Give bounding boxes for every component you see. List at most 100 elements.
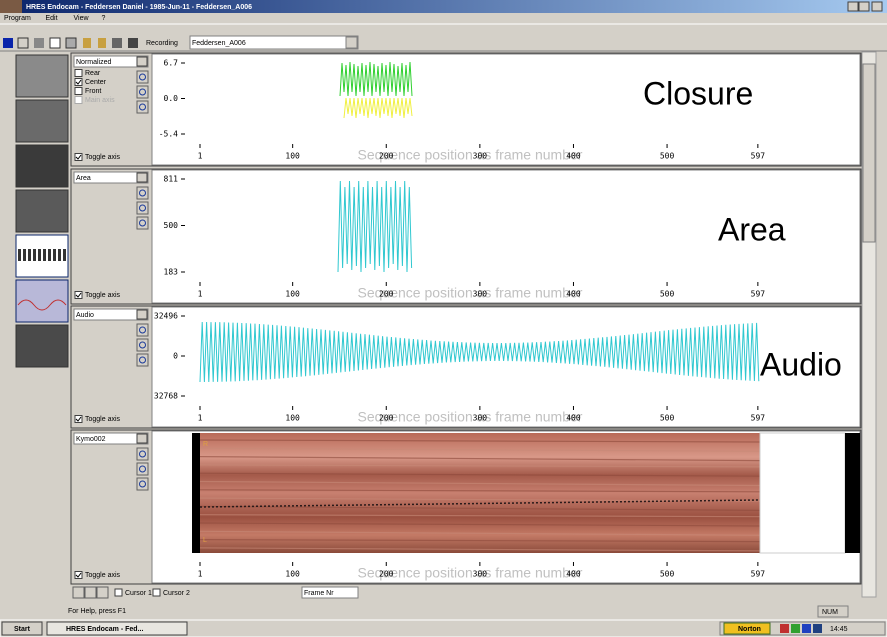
start-button[interactable] bbox=[1, 621, 43, 636]
dropdown-arrow[interactable] bbox=[136, 309, 148, 320]
checkbox[interactable] bbox=[74, 415, 83, 423]
tool-icon[interactable] bbox=[112, 38, 122, 48]
thumbnail[interactable] bbox=[15, 144, 69, 188]
dropdown-arrow[interactable] bbox=[136, 433, 148, 444]
zoom-button[interactable] bbox=[136, 338, 149, 352]
minimize-button[interactable] bbox=[847, 1, 859, 12]
y-label: -5.4 bbox=[159, 130, 178, 139]
mode-select[interactable] bbox=[73, 171, 149, 184]
zoom-button[interactable] bbox=[136, 447, 149, 461]
tool-icon[interactable] bbox=[128, 38, 138, 48]
zoom-button[interactable] bbox=[136, 186, 149, 200]
tray-icon[interactable] bbox=[780, 624, 789, 633]
toggle-label: Toggle axis bbox=[85, 154, 121, 161]
y-label: 811 bbox=[164, 175, 179, 184]
y-label: R bbox=[203, 441, 208, 448]
y-label: 0 bbox=[173, 352, 178, 361]
tray-icon[interactable] bbox=[813, 624, 822, 633]
checkbox[interactable] bbox=[114, 588, 123, 597]
x-label: 400 bbox=[566, 414, 581, 423]
zoom-button[interactable] bbox=[136, 85, 149, 99]
zoom-button[interactable] bbox=[136, 100, 149, 114]
kymo-stripe bbox=[199, 439, 761, 443]
x-label: 300 bbox=[473, 152, 488, 161]
zoom-button[interactable] bbox=[136, 477, 149, 491]
checkbox[interactable] bbox=[74, 78, 83, 86]
menu-item[interactable]: ? bbox=[102, 15, 106, 22]
check-mark bbox=[75, 416, 82, 422]
thumbnail[interactable] bbox=[15, 99, 69, 143]
kymo-stripe bbox=[199, 497, 761, 502]
checkbox[interactable] bbox=[74, 291, 83, 299]
recording-value: Feddersen_A006 bbox=[192, 40, 246, 47]
thumbnail[interactable] bbox=[15, 189, 69, 233]
close-button[interactable] bbox=[871, 1, 883, 12]
menu-item[interactable]: Program bbox=[4, 15, 31, 22]
kymo-stripe bbox=[199, 538, 761, 543]
tray-icon[interactable] bbox=[802, 624, 811, 633]
x-label: 200 bbox=[379, 570, 394, 579]
window-buttons[interactable] bbox=[847, 1, 883, 12]
zoom-icon bbox=[139, 73, 146, 81]
tool-icon[interactable] bbox=[17, 37, 29, 49]
zoom-button[interactable] bbox=[72, 586, 85, 599]
y-label: L bbox=[203, 537, 207, 544]
mode-select[interactable] bbox=[73, 308, 149, 321]
status-num: NUM bbox=[822, 609, 838, 616]
menu-item[interactable]: View bbox=[74, 15, 90, 22]
checkbox[interactable] bbox=[74, 87, 83, 95]
x-label: 597 bbox=[751, 570, 766, 579]
zoom-icon bbox=[139, 88, 146, 96]
x-label: 1 bbox=[198, 414, 203, 423]
kymo-border bbox=[845, 433, 860, 553]
zoom-button[interactable] bbox=[136, 201, 149, 215]
window-title: HRES Endocam - Feddersen Daniel - 1985-J… bbox=[26, 4, 252, 11]
zoom-icon bbox=[139, 219, 146, 227]
tool-icon[interactable] bbox=[98, 38, 106, 48]
scroll-thumb[interactable] bbox=[862, 63, 876, 243]
menu-item[interactable]: Edit bbox=[46, 15, 58, 22]
norton-badge[interactable] bbox=[723, 622, 771, 635]
thumbnail[interactable] bbox=[15, 279, 69, 323]
toggle-label: Toggle axis bbox=[85, 292, 121, 299]
checkbox[interactable] bbox=[152, 588, 161, 597]
kymo-stripe bbox=[199, 522, 761, 527]
waveform bbox=[339, 61, 413, 97]
waveform bbox=[343, 97, 413, 119]
thumbnail-detail bbox=[58, 249, 61, 261]
tool-icon[interactable] bbox=[34, 38, 44, 48]
checkbox[interactable] bbox=[74, 571, 83, 579]
tray-icon[interactable] bbox=[791, 624, 800, 633]
mode-select[interactable] bbox=[73, 432, 149, 445]
tool-icon[interactable] bbox=[3, 38, 13, 48]
tool-icon[interactable] bbox=[65, 37, 77, 49]
thumbnail[interactable] bbox=[15, 324, 69, 368]
thumbnail-detail bbox=[17, 299, 67, 311]
zoom-button[interactable] bbox=[136, 323, 149, 337]
checkbox[interactable] bbox=[74, 153, 83, 161]
clock: 14:45 bbox=[830, 626, 848, 633]
dropdown-arrow[interactable] bbox=[136, 172, 148, 183]
recording-select[interactable] bbox=[189, 35, 359, 50]
toggle-label: Toggle axis bbox=[85, 572, 121, 579]
kymo-stripe bbox=[199, 456, 761, 462]
zoom-button[interactable] bbox=[136, 216, 149, 230]
zoom-button[interactable] bbox=[136, 462, 149, 476]
x-label: 597 bbox=[751, 414, 766, 423]
dropdown-arrow[interactable] bbox=[136, 56, 148, 67]
dropdown-arrow[interactable] bbox=[345, 36, 358, 49]
checkbox[interactable] bbox=[74, 69, 83, 77]
zoom-button[interactable] bbox=[136, 70, 149, 84]
tool-icon[interactable] bbox=[83, 38, 91, 48]
zoom-button[interactable] bbox=[84, 586, 97, 599]
zoom-button[interactable] bbox=[136, 353, 149, 367]
mode-select[interactable] bbox=[73, 55, 149, 68]
zoom-button[interactable] bbox=[96, 586, 109, 599]
maximize-button[interactable] bbox=[858, 1, 870, 12]
waveform bbox=[337, 180, 413, 273]
frame-select[interactable] bbox=[301, 586, 359, 599]
x-label: 1 bbox=[198, 570, 203, 579]
task-button[interactable] bbox=[46, 621, 188, 636]
tool-icon[interactable] bbox=[49, 37, 61, 49]
thumbnail[interactable] bbox=[15, 54, 69, 98]
